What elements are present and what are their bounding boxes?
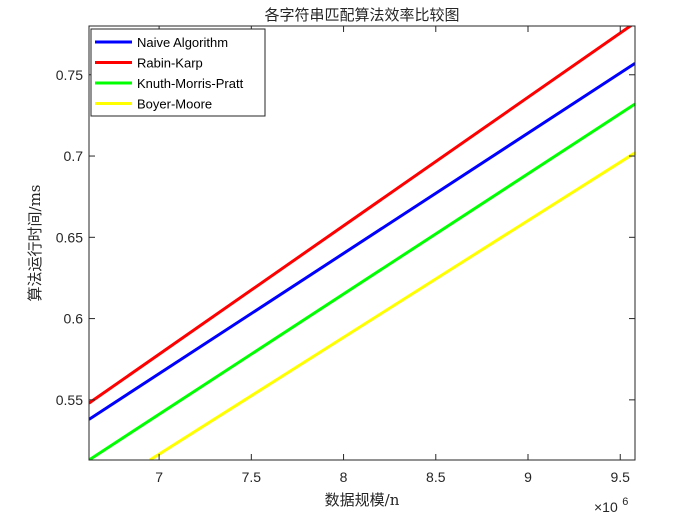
legend: Naive Algorithm Rabin-Karp Knuth-Morris-Pr… (90, 28, 266, 117)
x-tick-label-0: 7 (155, 469, 163, 485)
y-axis-label: 算法运行时间/ms (26, 185, 44, 302)
x-axis-exponent-power: 6 (622, 496, 628, 508)
x-axis-label: 数据规模/n (325, 491, 400, 509)
x-tick-label-1: 7.5 (242, 469, 262, 485)
legend-label-1: Rabin-Karp (137, 56, 203, 71)
axis-ticks: 7 7.5 8 8.5 9 9.5 0.55 0.6 0.65 0.7 0.75 (56, 26, 635, 485)
series-line-0 (89, 62, 635, 421)
chart-title: 各字符串匹配算法效率比较图 (264, 6, 459, 24)
legend-label-3: Boyer-Moore (137, 97, 212, 112)
series-lines (89, 26, 635, 460)
x-tick-label-4: 9 (524, 469, 532, 485)
series-line-2 (89, 102, 635, 460)
x-tick-label-2: 8 (340, 469, 348, 485)
legend-label-0: Naive Algorithm (137, 35, 228, 50)
legend-label-2: Knuth-Morris-Pratt (137, 76, 244, 91)
y-tick-label-0: 0.55 (56, 392, 83, 408)
y-tick-label-4: 0.75 (56, 67, 83, 83)
x-axis-exponent: ×10 6 (594, 496, 628, 516)
x-tick-label-5: 9.5 (611, 469, 631, 485)
x-tick-label-3: 8.5 (426, 469, 446, 485)
series-line-1 (89, 26, 633, 405)
series-line-3 (149, 151, 635, 460)
y-tick-label-1: 0.6 (64, 311, 84, 327)
y-tick-label-3: 0.7 (64, 148, 84, 164)
y-tick-label-2: 0.65 (56, 229, 83, 245)
plot-frame (88, 25, 636, 461)
x-axis-exponent-base: ×10 (594, 499, 618, 515)
